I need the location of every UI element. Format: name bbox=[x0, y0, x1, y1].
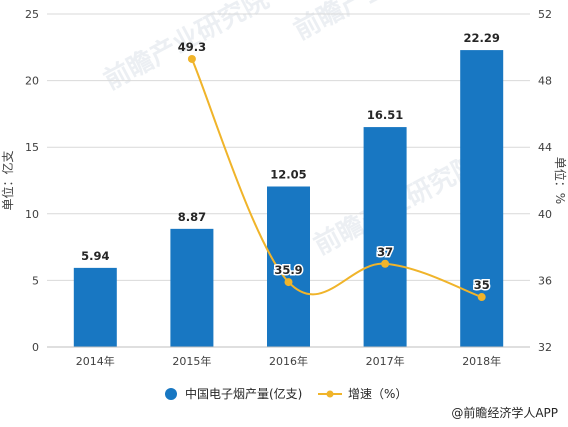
y2-tick-label: 44 bbox=[538, 141, 552, 154]
growth-point bbox=[284, 278, 293, 287]
source-credit: @前瞻经济学人APP bbox=[451, 406, 558, 420]
growth-value-label: 35 bbox=[474, 278, 490, 292]
growth-value-label: 37 bbox=[377, 245, 393, 259]
y-tick-label: 0 bbox=[32, 341, 39, 354]
bar bbox=[73, 267, 117, 347]
y-tick-label: 25 bbox=[25, 8, 39, 21]
y2-tick-label: 52 bbox=[538, 8, 552, 21]
data-labels: 5.94 8.87 12.05 16.51 22.29 49.3 35.9 37 35 bbox=[81, 31, 500, 293]
y2-tick-label: 32 bbox=[538, 341, 552, 354]
x-tick-label: 2014年 bbox=[76, 354, 115, 368]
line-series bbox=[187, 54, 486, 302]
growth-value-label: 35.9 bbox=[274, 263, 302, 277]
growth-point bbox=[477, 293, 486, 302]
axes: 0 5 10 15 20 25 32 36 40 44 48 52 2014年 2015年 2016年 201… bbox=[0, 8, 568, 368]
watermark-text: 前瞻产业研究院 bbox=[289, 0, 464, 46]
legend: 中国电子烟产量(亿支) 增速（%） bbox=[165, 386, 407, 401]
legend-bar-label: 中国电子烟产量(亿支) bbox=[185, 386, 302, 401]
bar bbox=[363, 127, 407, 348]
legend-bar-marker bbox=[165, 388, 177, 400]
x-tick-label: 2018年 bbox=[462, 354, 501, 368]
growth-point bbox=[187, 54, 196, 63]
bar bbox=[170, 228, 214, 347]
x-tick-label: 2016年 bbox=[269, 354, 308, 368]
legend-line-label: 增速（%） bbox=[348, 387, 407, 401]
bar-value-label: 8.87 bbox=[178, 210, 206, 224]
x-tick-label: 2015年 bbox=[172, 354, 211, 368]
y-tick-label: 10 bbox=[25, 208, 39, 221]
bar bbox=[267, 186, 310, 347]
bar-value-label: 22.29 bbox=[464, 31, 500, 45]
y-axis-title: 单位：亿支 bbox=[0, 150, 15, 210]
bar-value-label: 5.94 bbox=[81, 249, 109, 263]
bar-value-label: 16.51 bbox=[367, 108, 403, 122]
y2-tick-label: 48 bbox=[538, 75, 552, 88]
bar bbox=[460, 50, 504, 347]
bar-value-label: 12.05 bbox=[270, 167, 306, 181]
legend-line-marker bbox=[326, 390, 334, 398]
y2-tick-label: 36 bbox=[538, 274, 552, 287]
growth-line bbox=[190, 58, 483, 298]
y2-tick-label: 40 bbox=[538, 208, 552, 221]
y2-axis-title: 单位：% bbox=[553, 157, 568, 204]
growth-point bbox=[381, 259, 390, 268]
growth-value-label: 49.3 bbox=[178, 40, 206, 54]
x-tick-label: 2017年 bbox=[366, 354, 405, 368]
y-tick-label: 15 bbox=[25, 141, 39, 154]
y-tick-label: 5 bbox=[32, 274, 39, 287]
y-tick-label: 20 bbox=[25, 75, 39, 88]
